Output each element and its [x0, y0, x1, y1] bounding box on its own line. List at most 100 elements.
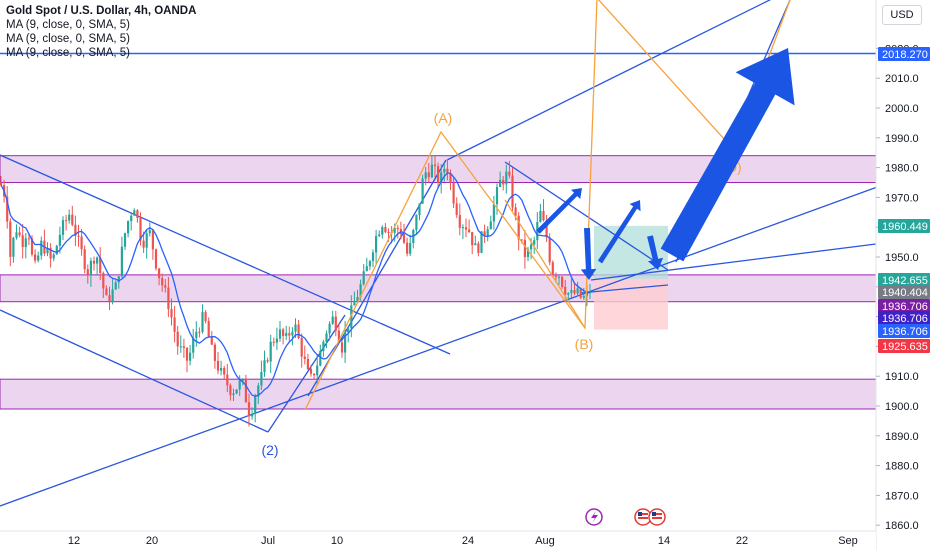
candle-body — [46, 247, 49, 254]
indicator-ma-1[interactable]: MA (9, close, 0, SMA, 5) — [6, 19, 130, 31]
candle-body — [505, 171, 508, 185]
event-icons — [585, 508, 666, 526]
arrow-shape — [580, 227, 597, 281]
currency-button[interactable]: USD — [882, 5, 922, 25]
candle-body — [430, 164, 433, 178]
candle-body — [55, 245, 58, 255]
price-tag-background — [878, 339, 930, 353]
time-tick-label: 24 — [462, 535, 474, 547]
candle-body — [244, 379, 247, 403]
big-up-arrow — [660, 48, 795, 262]
candle-body — [74, 224, 77, 236]
candle-body — [495, 186, 499, 205]
price-tick-label: 1990.0 — [885, 133, 919, 145]
candle-body — [92, 260, 96, 264]
candle-body — [384, 226, 387, 233]
candle-body — [154, 249, 158, 269]
candle-body — [136, 210, 139, 218]
trend-line — [0, 309, 269, 433]
lightning-icon-glyph — [591, 511, 598, 523]
candle-body — [446, 168, 449, 174]
candle-body — [542, 210, 545, 221]
price-tag: 1960.449 — [878, 219, 930, 233]
candle-body — [102, 272, 105, 289]
candle-body — [288, 333, 291, 336]
candle-body — [148, 230, 151, 234]
price-tag-label: 1936.706 — [882, 326, 928, 338]
candle-body — [123, 233, 127, 247]
price-tag: 1936.706 — [878, 311, 930, 325]
candle-body — [328, 323, 331, 334]
candle-body — [356, 297, 359, 303]
candle-body — [133, 210, 136, 216]
candle-body — [337, 330, 340, 343]
trend-line — [0, 185, 881, 507]
candle-body — [548, 237, 551, 263]
candle-body — [161, 278, 164, 286]
candle-body — [443, 168, 446, 173]
symbol-title[interactable]: Gold Spot / U.S. Dollar, 4h, OANDA — [6, 5, 197, 17]
candle-body — [514, 207, 517, 216]
candle-body — [322, 341, 325, 352]
candle-body — [185, 347, 189, 361]
candle-body — [0, 182, 3, 186]
indicator-ma-3[interactable]: MA (9, close, 0, SMA, 5) — [6, 47, 130, 59]
candle-body — [114, 282, 117, 290]
candle-body — [406, 242, 409, 254]
price-tag-background — [878, 47, 930, 61]
candle-body — [164, 285, 167, 288]
candle-body — [415, 215, 418, 230]
candle-body — [530, 244, 533, 250]
candle-body — [499, 179, 502, 187]
indicator-ma-2[interactable]: MA (9, close, 0, SMA, 5) — [6, 33, 130, 45]
candle-body — [21, 235, 24, 248]
wave-label: (B) — [575, 336, 594, 352]
candle-body — [176, 331, 179, 347]
candle-body — [452, 182, 455, 204]
moving-average-line — [0, 172, 591, 397]
time-tick-label: 10 — [331, 535, 343, 547]
candle-body — [458, 215, 461, 228]
support-resistance-zone — [0, 274, 877, 303]
arrow-shape — [660, 48, 795, 262]
candle-body — [6, 196, 9, 222]
candle-body — [387, 232, 390, 234]
candle-body — [9, 221, 12, 257]
support-resistance-zone — [0, 378, 877, 410]
candle-body — [167, 287, 170, 310]
candle-body — [464, 227, 468, 230]
us-flag-canton — [638, 512, 642, 516]
candle-body — [158, 268, 161, 279]
down-arrow — [580, 227, 597, 281]
candle-body — [424, 172, 427, 179]
candle-body — [294, 324, 297, 332]
arrow-shape — [536, 188, 582, 234]
time-tick-label: Sep — [838, 535, 858, 547]
candle-body — [120, 246, 123, 277]
wave-label: (2) — [261, 442, 278, 458]
candle-body — [393, 227, 396, 233]
candle-body — [567, 293, 570, 295]
candle-body — [585, 291, 588, 296]
candle-body — [254, 396, 257, 414]
candle-body — [127, 221, 130, 234]
price-tag-label: 2018.270 — [882, 49, 928, 61]
candle-body — [375, 236, 378, 253]
candle-body — [554, 275, 557, 277]
candle-body — [545, 220, 548, 238]
time-axis: 12 20 Jul 10 24 Aug 14 22 Sep — [0, 530, 876, 550]
candle-body — [195, 331, 198, 339]
candle-body — [96, 257, 99, 264]
candle-body — [474, 243, 477, 246]
candle-body — [313, 373, 316, 376]
price-tick-label: 2000.0 — [885, 103, 919, 115]
up-arrow — [536, 188, 582, 234]
price-tag-background — [878, 299, 930, 313]
price-tag: 1936.706 — [878, 299, 930, 313]
candle-body — [561, 276, 564, 287]
candle-body — [272, 341, 275, 343]
candle-body — [551, 262, 554, 276]
candle-body — [344, 332, 347, 353]
candle-body — [437, 166, 440, 184]
